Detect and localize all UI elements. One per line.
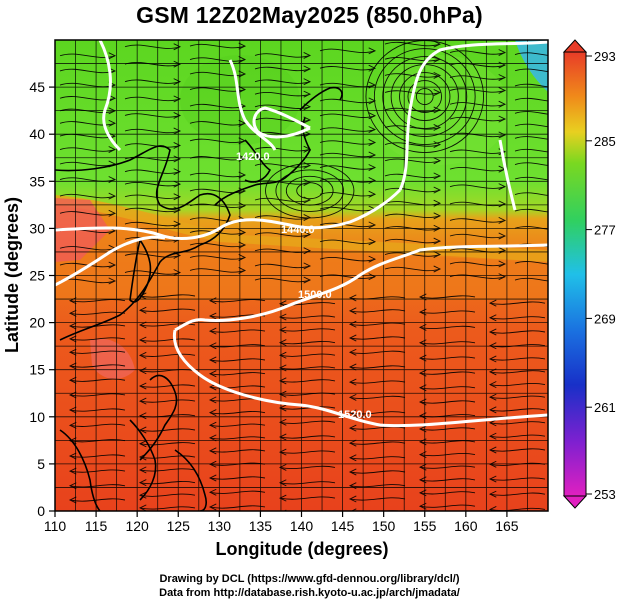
contour-label: 1520.0 [338,409,372,421]
colorbar-tick-label: 269 [594,311,616,326]
x-tick-label: 165 [495,518,519,534]
colorbar-max-arrow [562,39,588,53]
y-tick-label: 25 [29,268,45,284]
x-tick-label: 150 [372,518,396,534]
y-tick-label: 40 [29,126,45,142]
map-title: GSM 12Z02May2025 (850.0hPa) [136,2,483,28]
y-axis-label: Latitude (degrees) [2,197,22,353]
x-tick-label: 125 [167,518,191,534]
contour-label: 1440.0 [281,224,315,236]
height-contours [55,40,548,428]
colorbar-tick-label: 285 [594,134,616,149]
y-axis: 0 5 10 15 20 25 30 35 40 45 [29,79,55,519]
credit-dcl: Drawing by DCL (https://www.gfd-dennou.o… [159,573,460,585]
y-tick-label: 15 [29,362,45,378]
credit-data-source: Data from http://database.rish.kyoto-u.a… [159,587,460,599]
x-axis-label: Longitude (degrees) [215,539,388,559]
y-tick-label: 45 [29,79,45,95]
y-tick-label: 0 [37,503,45,519]
contour-label: 1500.0 [298,289,332,301]
y-tick-label: 30 [29,220,45,236]
x-tick-label: 140 [290,518,314,534]
y-tick-label: 10 [29,409,45,425]
colorbar-tick-label: 277 [594,223,616,238]
colorbar-min-arrow [562,495,588,509]
x-tick-label: 135 [249,518,273,534]
x-tick-label: 145 [331,518,355,534]
x-tick-label: 110 [44,518,67,534]
y-tick-label: 35 [29,173,45,189]
x-tick-label: 115 [85,518,108,534]
y-tick-label: 5 [37,456,45,472]
colorbar: 253 261 269 277 285 293 [562,39,616,509]
colorbar-tick-label: 261 [594,400,616,415]
coastlines [55,86,343,511]
x-axis: 110 115 120 125 130 135 140 145 150 155 160 165 [44,511,519,534]
x-tick-label: 155 [413,518,437,534]
colorbar-tick-label: 253 [594,487,616,502]
contour-label: 1420.0 [236,151,270,163]
y-tick-label: 20 [29,315,45,331]
colorbar-tick-label: 293 [594,49,616,64]
x-tick-label: 120 [125,518,149,534]
temperature-field [55,40,548,511]
x-tick-label: 130 [208,518,232,534]
x-tick-label: 160 [454,518,478,534]
